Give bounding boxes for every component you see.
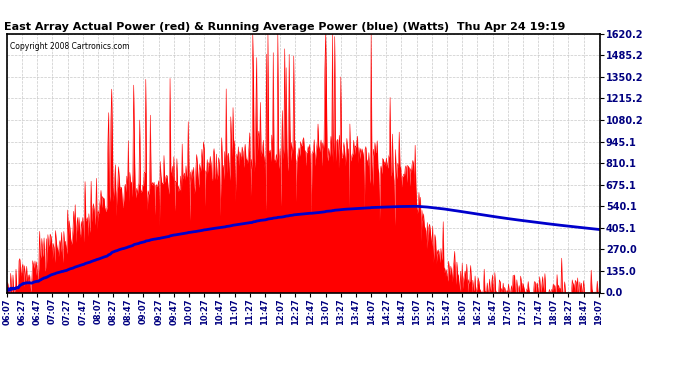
Text: East Array Actual Power (red) & Running Average Power (blue) (Watts)  Thu Apr 24: East Array Actual Power (red) & Running … bbox=[4, 22, 565, 32]
Text: Copyright 2008 Cartronics.com: Copyright 2008 Cartronics.com bbox=[10, 42, 129, 51]
